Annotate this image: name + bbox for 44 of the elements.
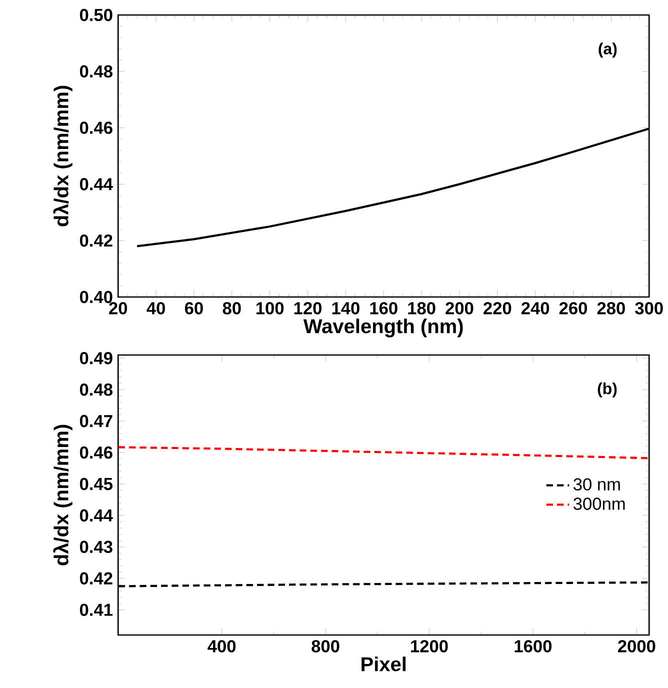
x-tick-label: 40 <box>146 302 165 314</box>
x-tick-label: 140 <box>332 302 360 314</box>
y-axis-title: dλ/dx (nm/mm) <box>53 424 72 566</box>
y-tick-label: 0.43 <box>80 540 112 554</box>
legend-label: 30 nm <box>574 478 620 490</box>
x-tick-label: 220 <box>484 302 512 314</box>
x-tick-label: 120 <box>294 302 322 314</box>
y-tick-label: 0.40 <box>80 290 112 304</box>
annotation: (b) <box>598 382 617 398</box>
y-tick-label: 0.46 <box>80 446 112 459</box>
x-tick-label: 160 <box>370 302 398 314</box>
x-tick-label: 20 <box>109 302 128 314</box>
x-tick-label: 180 <box>408 302 436 314</box>
x-tick-label: 240 <box>521 302 550 314</box>
y-tick-label: 0.50 <box>80 8 112 22</box>
legend-label: 300nm <box>574 498 625 510</box>
x-tick-label: 260 <box>559 302 588 314</box>
x-axis-title: Wavelength (nm) <box>303 318 463 338</box>
y-tick-label: 0.48 <box>80 65 112 78</box>
x-tick-label: 1600 <box>514 640 552 652</box>
x-tick-label: 200 <box>446 302 474 314</box>
y-tick-label: 0.44 <box>80 509 113 522</box>
y-tick-label: 0.45 <box>80 478 113 490</box>
x-tick-label: 1200 <box>411 640 448 652</box>
y-tick-label: 0.46 <box>80 122 112 134</box>
y-tick-label: 0.42 <box>80 234 112 247</box>
y-axis-title: dλ/dx (nm/mm) <box>53 86 72 226</box>
y-tick-label: 0.41 <box>80 604 113 616</box>
x-tick-label: 80 <box>222 302 241 314</box>
line-series <box>118 446 650 460</box>
y-tick-label: 0.47 <box>80 414 112 428</box>
y-tick-label: 0.42 <box>80 572 112 585</box>
y-tick-label: 0.48 <box>80 383 112 396</box>
x-tick-label: 280 <box>597 302 625 314</box>
x-tick-label: 800 <box>312 640 340 652</box>
y-tick-label: 0.44 <box>80 178 113 190</box>
annotation: (a) <box>598 42 617 58</box>
x-axis-title: Pixel <box>362 656 406 672</box>
x-tick-label: 100 <box>256 302 284 314</box>
x-tick-label: 400 <box>208 640 236 652</box>
x-tick-label: 2000 <box>618 640 656 652</box>
x-tick-label: 300 <box>635 302 663 314</box>
y-tick-label: 0.49 <box>80 352 112 364</box>
x-tick-label: 60 <box>184 302 203 314</box>
